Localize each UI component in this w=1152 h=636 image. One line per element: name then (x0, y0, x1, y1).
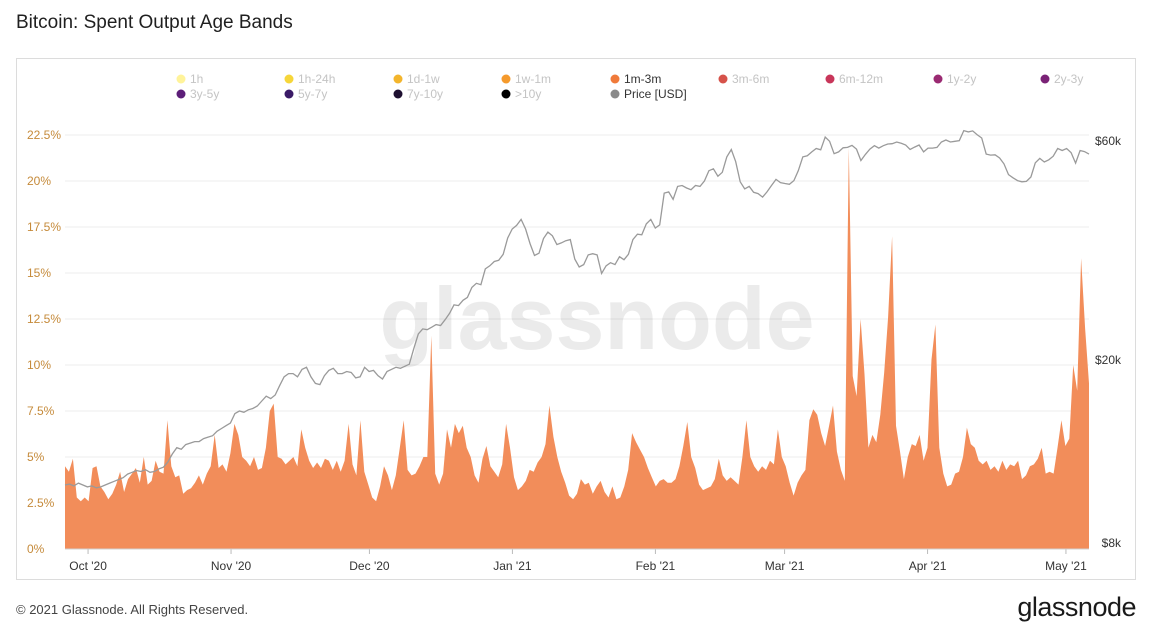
x-tick-label: Nov '20 (211, 559, 252, 573)
legend-item-7y-10y[interactable]: 7y-10y (393, 87, 444, 101)
legend-swatch (176, 89, 186, 99)
legend-label: >10y (515, 87, 541, 101)
x-tick-label: May '21 (1045, 559, 1087, 573)
legend-swatch (284, 89, 294, 99)
legend-item-1h-24h[interactable]: 1h-24h (284, 72, 336, 86)
legend-swatch (501, 89, 511, 99)
y-left-tick-label: 10% (27, 358, 51, 372)
legend-label: 3m-6m (732, 72, 769, 86)
legend-label: 5y-7y (298, 87, 327, 101)
legend-label: 7y-10y (407, 87, 443, 101)
legend-label: 1m-3m (624, 72, 661, 86)
legend-swatch (933, 74, 943, 84)
y-right-tick-label: $60k (1095, 134, 1122, 148)
legend-swatch (1040, 74, 1050, 84)
y-left-tick-label: 15% (27, 266, 51, 280)
x-tick-label: Dec '20 (349, 559, 390, 573)
legend-label: 3y-5y (190, 87, 219, 101)
legend-item-3m-6m[interactable]: 3m-6m (718, 72, 770, 86)
legend-item-6m-12m[interactable]: 6m-12m (825, 72, 884, 86)
legend-swatch (284, 74, 294, 84)
legend-item-3y-5y[interactable]: 3y-5y (176, 87, 220, 101)
series-area-1m-3m (65, 147, 1089, 549)
x-tick-label: Oct '20 (69, 559, 107, 573)
chart-title: Bitcoin: Spent Output Age Bands (16, 12, 293, 33)
y-left-tick-label: 17.5% (27, 220, 61, 234)
legend-item-1h[interactable]: 1h (176, 72, 204, 86)
y-left-tick-label: 22.5% (27, 128, 61, 142)
legend-label: 1d-1w (407, 72, 440, 86)
y-left-tick-label: 7.5% (27, 404, 55, 418)
footer-copyright: © 2021 Glassnode. All Rights Reserved. (16, 602, 249, 617)
legend-swatch (501, 74, 511, 84)
legend-item-price-usd-[interactable]: Price [USD] (610, 87, 687, 101)
legend-label: Price [USD] (624, 87, 687, 101)
y-left-tick-label: 5% (27, 450, 45, 464)
y-left-tick-label: 12.5% (27, 312, 61, 326)
legend-item-1d-1w[interactable]: 1d-1w (393, 72, 441, 86)
legend-item-2y-3y[interactable]: 2y-3y (1040, 72, 1084, 86)
footer-logo[interactable]: glassnode (1017, 592, 1136, 622)
legend-swatch (718, 74, 728, 84)
legend-label: 6m-12m (839, 72, 883, 86)
legend-swatch (610, 74, 620, 84)
legend-label: 1y-2y (947, 72, 976, 86)
legend-item--10y[interactable]: >10y (501, 87, 542, 101)
x-tick-label: Jan '21 (493, 559, 532, 573)
legend-swatch (393, 74, 403, 84)
y-right-tick-label: $8k (1102, 536, 1122, 550)
y-left-tick-label: 2.5% (27, 496, 55, 510)
chart-svg: 0% 2.5% 5% 7.5% 10% 12.5% 15% 17.5% 20% 22.5% glas… (27, 72, 1122, 573)
x-tick-label: Mar '21 (765, 559, 805, 573)
legend-item-1m-3m[interactable]: 1m-3m (610, 72, 662, 86)
legend-item-1w-1m[interactable]: 1w-1m (501, 72, 552, 86)
y-left-tick-label: 0% (27, 542, 45, 556)
y-right-tick-label: $20k (1095, 353, 1122, 367)
x-tick-label: Apr '21 (909, 559, 947, 573)
legend-label: 1h (190, 72, 203, 86)
chart-frame: 0% 2.5% 5% 7.5% 10% 12.5% 15% 17.5% 20% 22.5% glas… (16, 58, 1136, 580)
legend-label: 1w-1m (515, 72, 551, 86)
legend-label: 2y-3y (1054, 72, 1083, 86)
legend-swatch (610, 89, 620, 99)
legend-swatch (825, 74, 835, 84)
legend-item-5y-7y[interactable]: 5y-7y (284, 87, 328, 101)
legend-label: 1h-24h (298, 72, 335, 86)
legend-item-1y-2y[interactable]: 1y-2y (933, 72, 977, 86)
watermark: glassnode (379, 269, 814, 368)
series-line-price (64, 129, 1090, 489)
y-left-tick-label: 20% (27, 174, 51, 188)
x-tick-label: Feb '21 (636, 559, 676, 573)
legend-swatch (393, 89, 403, 99)
legend-swatch (176, 74, 186, 84)
